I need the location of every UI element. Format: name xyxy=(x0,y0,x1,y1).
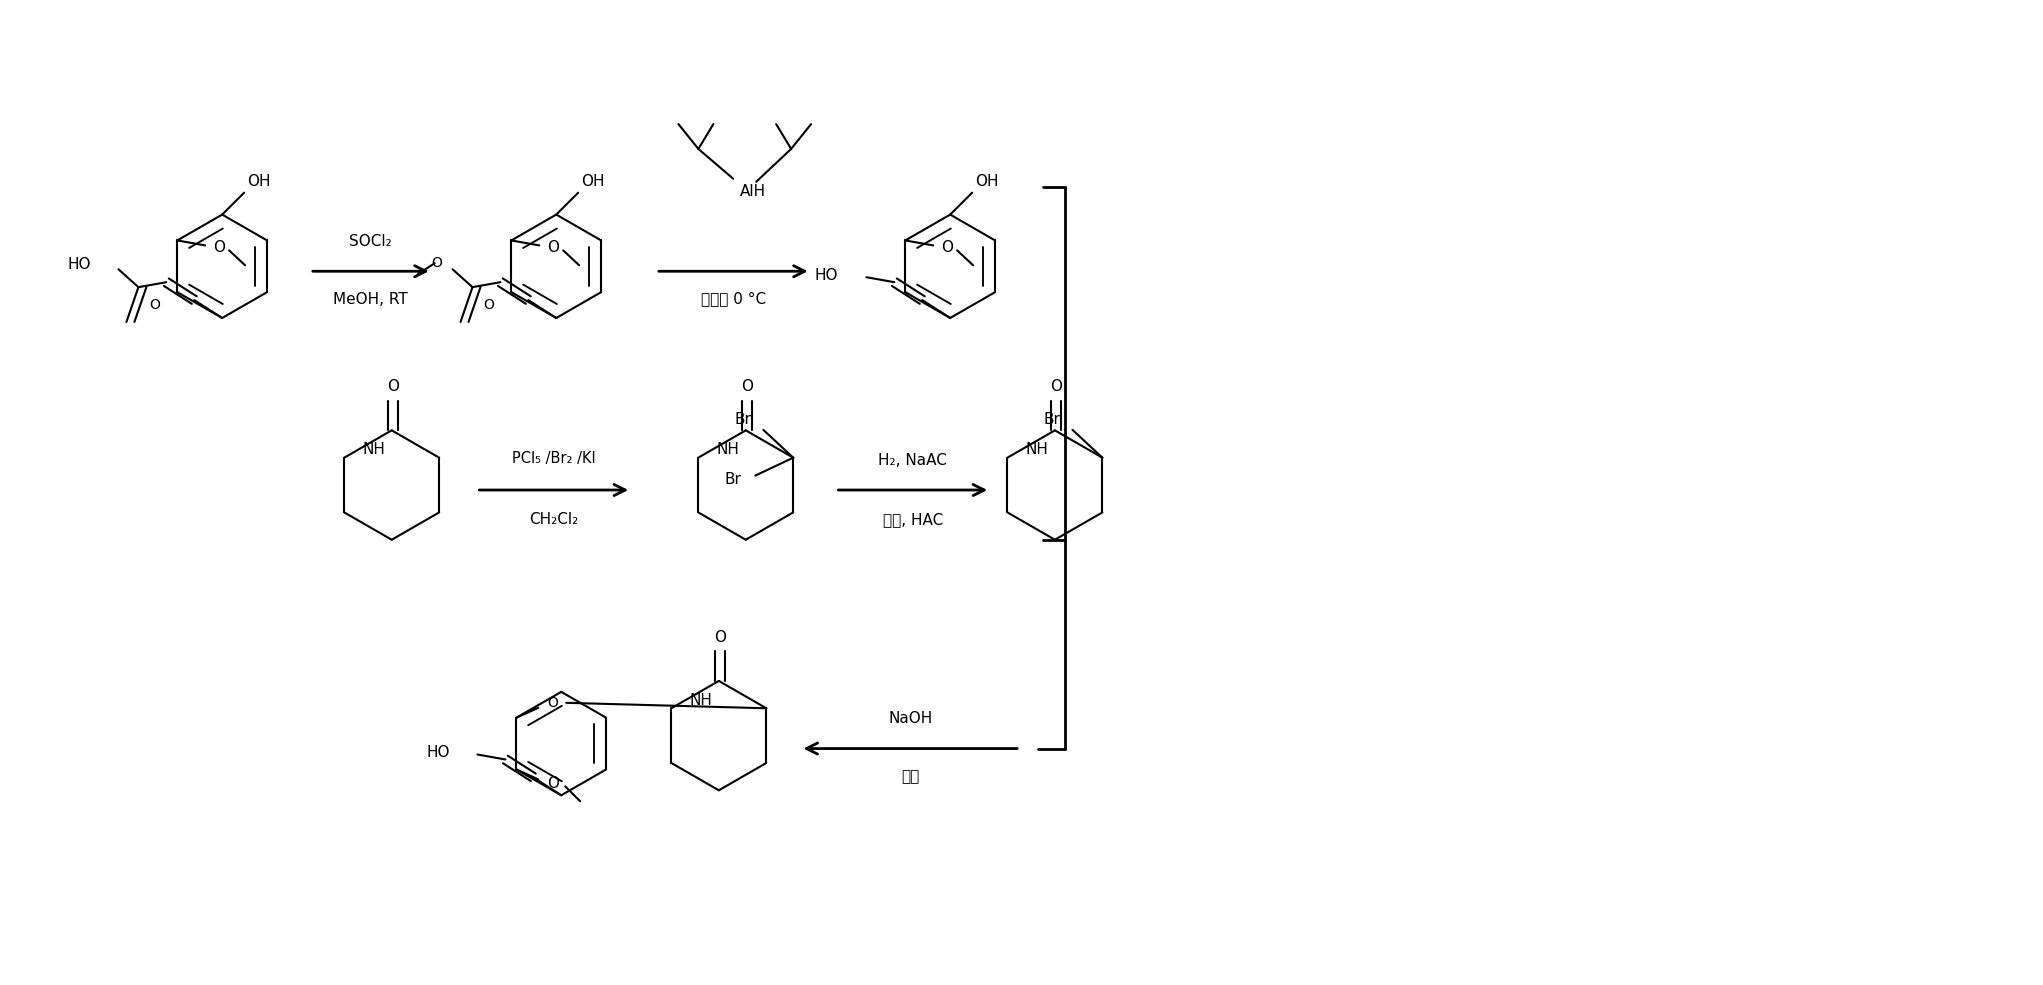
Text: O: O xyxy=(482,297,494,311)
Text: PCl₅ /Br₂ /KI: PCl₅ /Br₂ /KI xyxy=(513,451,597,466)
Text: Br: Br xyxy=(735,413,752,427)
Text: H₂, NaAC: H₂, NaAC xyxy=(878,453,948,468)
Text: 钒碳, HAC: 钒碳, HAC xyxy=(883,512,944,527)
Text: NH: NH xyxy=(362,442,384,457)
Text: O: O xyxy=(548,695,558,710)
Text: NaOH: NaOH xyxy=(889,711,932,726)
Text: O: O xyxy=(548,240,560,255)
Text: Br: Br xyxy=(1044,413,1060,427)
Text: OH: OH xyxy=(247,174,272,189)
Text: O: O xyxy=(149,297,159,311)
Text: O: O xyxy=(713,629,725,644)
Text: O: O xyxy=(212,240,225,255)
Text: O: O xyxy=(386,379,398,394)
Text: O: O xyxy=(548,776,560,791)
Text: NH: NH xyxy=(688,692,713,708)
Text: O: O xyxy=(742,379,752,394)
Text: O: O xyxy=(942,240,954,255)
Text: HO: HO xyxy=(427,745,449,760)
Text: NH: NH xyxy=(717,442,740,457)
Text: 丙酮: 丙酮 xyxy=(901,769,919,784)
Text: HO: HO xyxy=(67,257,90,272)
Text: SOCl₂: SOCl₂ xyxy=(349,233,392,249)
Text: HO: HO xyxy=(815,268,838,283)
Text: OH: OH xyxy=(975,174,999,189)
Text: OH: OH xyxy=(582,174,605,189)
Text: O: O xyxy=(1050,379,1062,394)
Text: NH: NH xyxy=(1026,442,1048,457)
Text: AlH: AlH xyxy=(740,184,766,199)
Text: 甲芯， 0 °C: 甲芯， 0 °C xyxy=(701,292,766,306)
Text: CH₂Cl₂: CH₂Cl₂ xyxy=(529,512,578,527)
Text: Br: Br xyxy=(725,472,742,487)
Text: MeOH, RT: MeOH, RT xyxy=(333,292,409,306)
Text: O: O xyxy=(431,256,443,270)
